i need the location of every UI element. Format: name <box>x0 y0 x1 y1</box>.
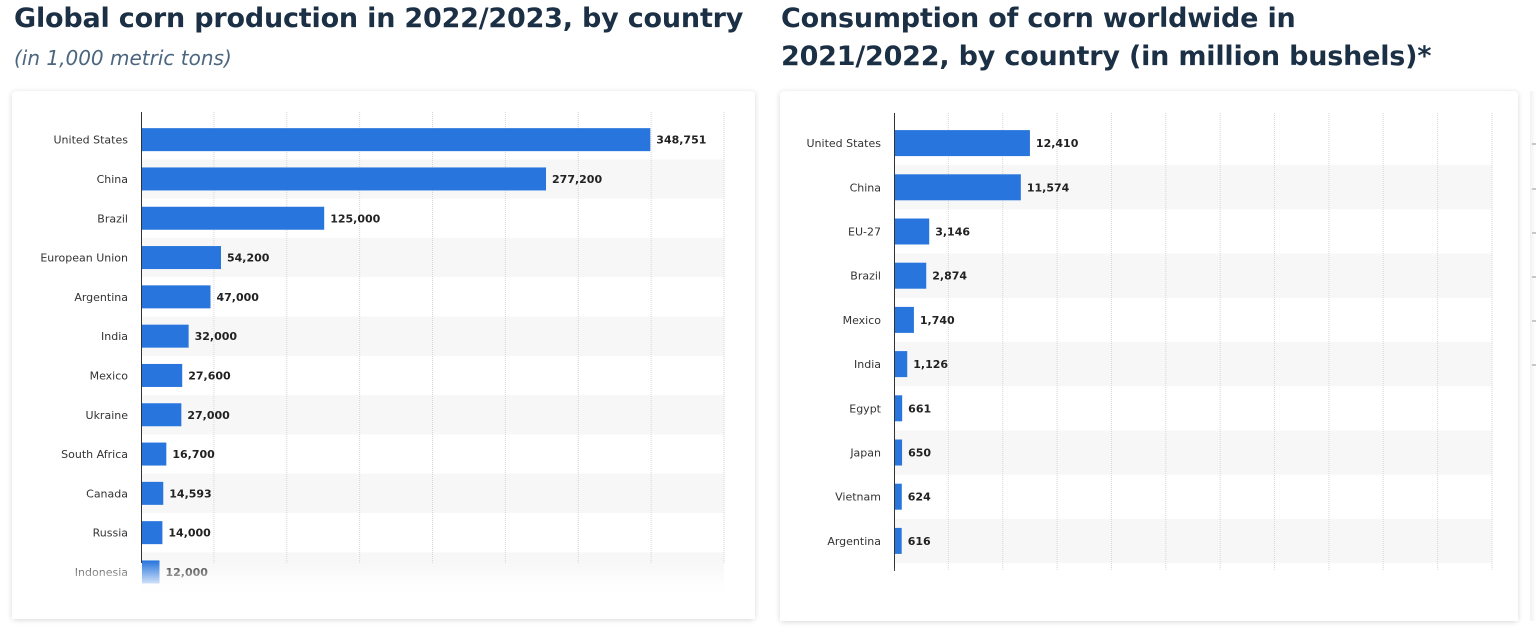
value-label: 1,740 <box>920 314 955 327</box>
value-label: 2,874 <box>932 270 967 283</box>
category-label: United States <box>54 134 129 147</box>
bar[interactable] <box>142 128 651 152</box>
value-label: 12,410 <box>1036 137 1079 150</box>
bar[interactable] <box>142 246 221 270</box>
bar[interactable] <box>895 439 903 466</box>
bar[interactable] <box>142 442 167 466</box>
value-label: 47,000 <box>217 291 260 304</box>
value-label: 1,126 <box>913 358 948 371</box>
bar[interactable] <box>895 483 902 510</box>
value-label: 14,593 <box>169 487 211 500</box>
bar[interactable] <box>142 167 547 191</box>
category-label: Brazil <box>97 212 128 225</box>
row-band <box>894 430 1492 475</box>
left-chart-card: United States 348,751 China 277,200 Brazil 12… <box>12 91 755 619</box>
category-label: Mexico <box>843 314 882 327</box>
category-label: Vietnam <box>835 491 881 504</box>
category-label: Argentina <box>827 535 881 548</box>
category-label: China <box>97 173 128 186</box>
value-label: 661 <box>908 402 931 415</box>
value-label: 27,600 <box>188 369 231 382</box>
row-band <box>141 473 724 513</box>
right-chart-card: United States 12,410 China 11,574 EU-27 3,146… <box>780 91 1518 621</box>
category-label: Ukraine <box>86 409 129 422</box>
bar[interactable] <box>895 306 914 333</box>
bar[interactable] <box>142 481 164 505</box>
value-label: 348,751 <box>656 134 706 147</box>
right-chart-title-line1: Consumption of corn worldwide in <box>781 3 1296 34</box>
bar[interactable] <box>895 527 902 554</box>
category-label: Brazil <box>850 270 881 283</box>
value-label: 54,200 <box>227 252 270 265</box>
left-chart-subtitle: (in 1,000 metric tons) <box>14 46 232 70</box>
category-label: United States <box>807 137 882 150</box>
category-label: European Union <box>40 252 128 265</box>
value-label: 125,000 <box>330 212 380 225</box>
value-label: 16,700 <box>172 448 215 461</box>
bar[interactable] <box>895 130 1030 157</box>
scroll-fade <box>12 561 755 619</box>
scroll-fade <box>780 567 1518 621</box>
bar[interactable] <box>142 206 325 230</box>
bar[interactable] <box>895 262 927 289</box>
bar[interactable] <box>895 395 903 422</box>
row-band <box>894 253 1492 298</box>
left-chart-title: Global corn production in 2022/2023, by … <box>14 3 744 34</box>
bar[interactable] <box>142 324 189 348</box>
category-label: Japan <box>849 447 881 460</box>
edge-mark <box>1532 188 1536 190</box>
bar[interactable] <box>142 285 211 309</box>
category-label: EU-27 <box>848 226 881 239</box>
category-label: India <box>101 330 128 343</box>
bar[interactable] <box>142 363 183 387</box>
edge-mark <box>1532 320 1536 322</box>
value-label: 11,574 <box>1027 181 1070 194</box>
right-chart-title-line2: 2021/2022, by country (in million bushel… <box>781 41 1432 72</box>
edge-mark <box>1532 143 1536 145</box>
value-label: 624 <box>908 491 931 504</box>
category-label: Canada <box>86 487 128 500</box>
category-label: India <box>854 358 881 371</box>
category-label: Argentina <box>74 291 128 304</box>
value-label: 14,000 <box>168 527 211 540</box>
value-label: 277,200 <box>552 173 602 186</box>
category-label: South Africa <box>61 448 128 461</box>
edge-mark <box>1532 276 1536 278</box>
edge-mark <box>1532 364 1536 366</box>
bar[interactable] <box>142 403 182 427</box>
row-band <box>894 342 1492 387</box>
category-label: Egypt <box>849 402 881 415</box>
bar[interactable] <box>895 351 908 378</box>
category-label: Russia <box>93 527 128 540</box>
value-label: 650 <box>908 447 931 460</box>
bar[interactable] <box>895 218 930 245</box>
category-label: Mexico <box>90 369 129 382</box>
value-label: 616 <box>908 535 931 548</box>
value-label: 32,000 <box>195 330 238 343</box>
right-bar-chart: United States 12,410 China 11,574 EU-27 3,146… <box>780 113 1518 621</box>
edge-mark <box>1532 232 1536 234</box>
value-label: 3,146 <box>935 226 970 239</box>
edge-card-shadow <box>1530 91 1536 621</box>
bar[interactable] <box>142 521 163 545</box>
row-band <box>894 518 1492 563</box>
bar[interactable] <box>895 174 1021 201</box>
category-label: China <box>850 181 881 194</box>
left-bar-chart: United States 348,751 China 277,200 Brazil 12… <box>12 112 755 619</box>
value-label: 27,000 <box>187 409 230 422</box>
